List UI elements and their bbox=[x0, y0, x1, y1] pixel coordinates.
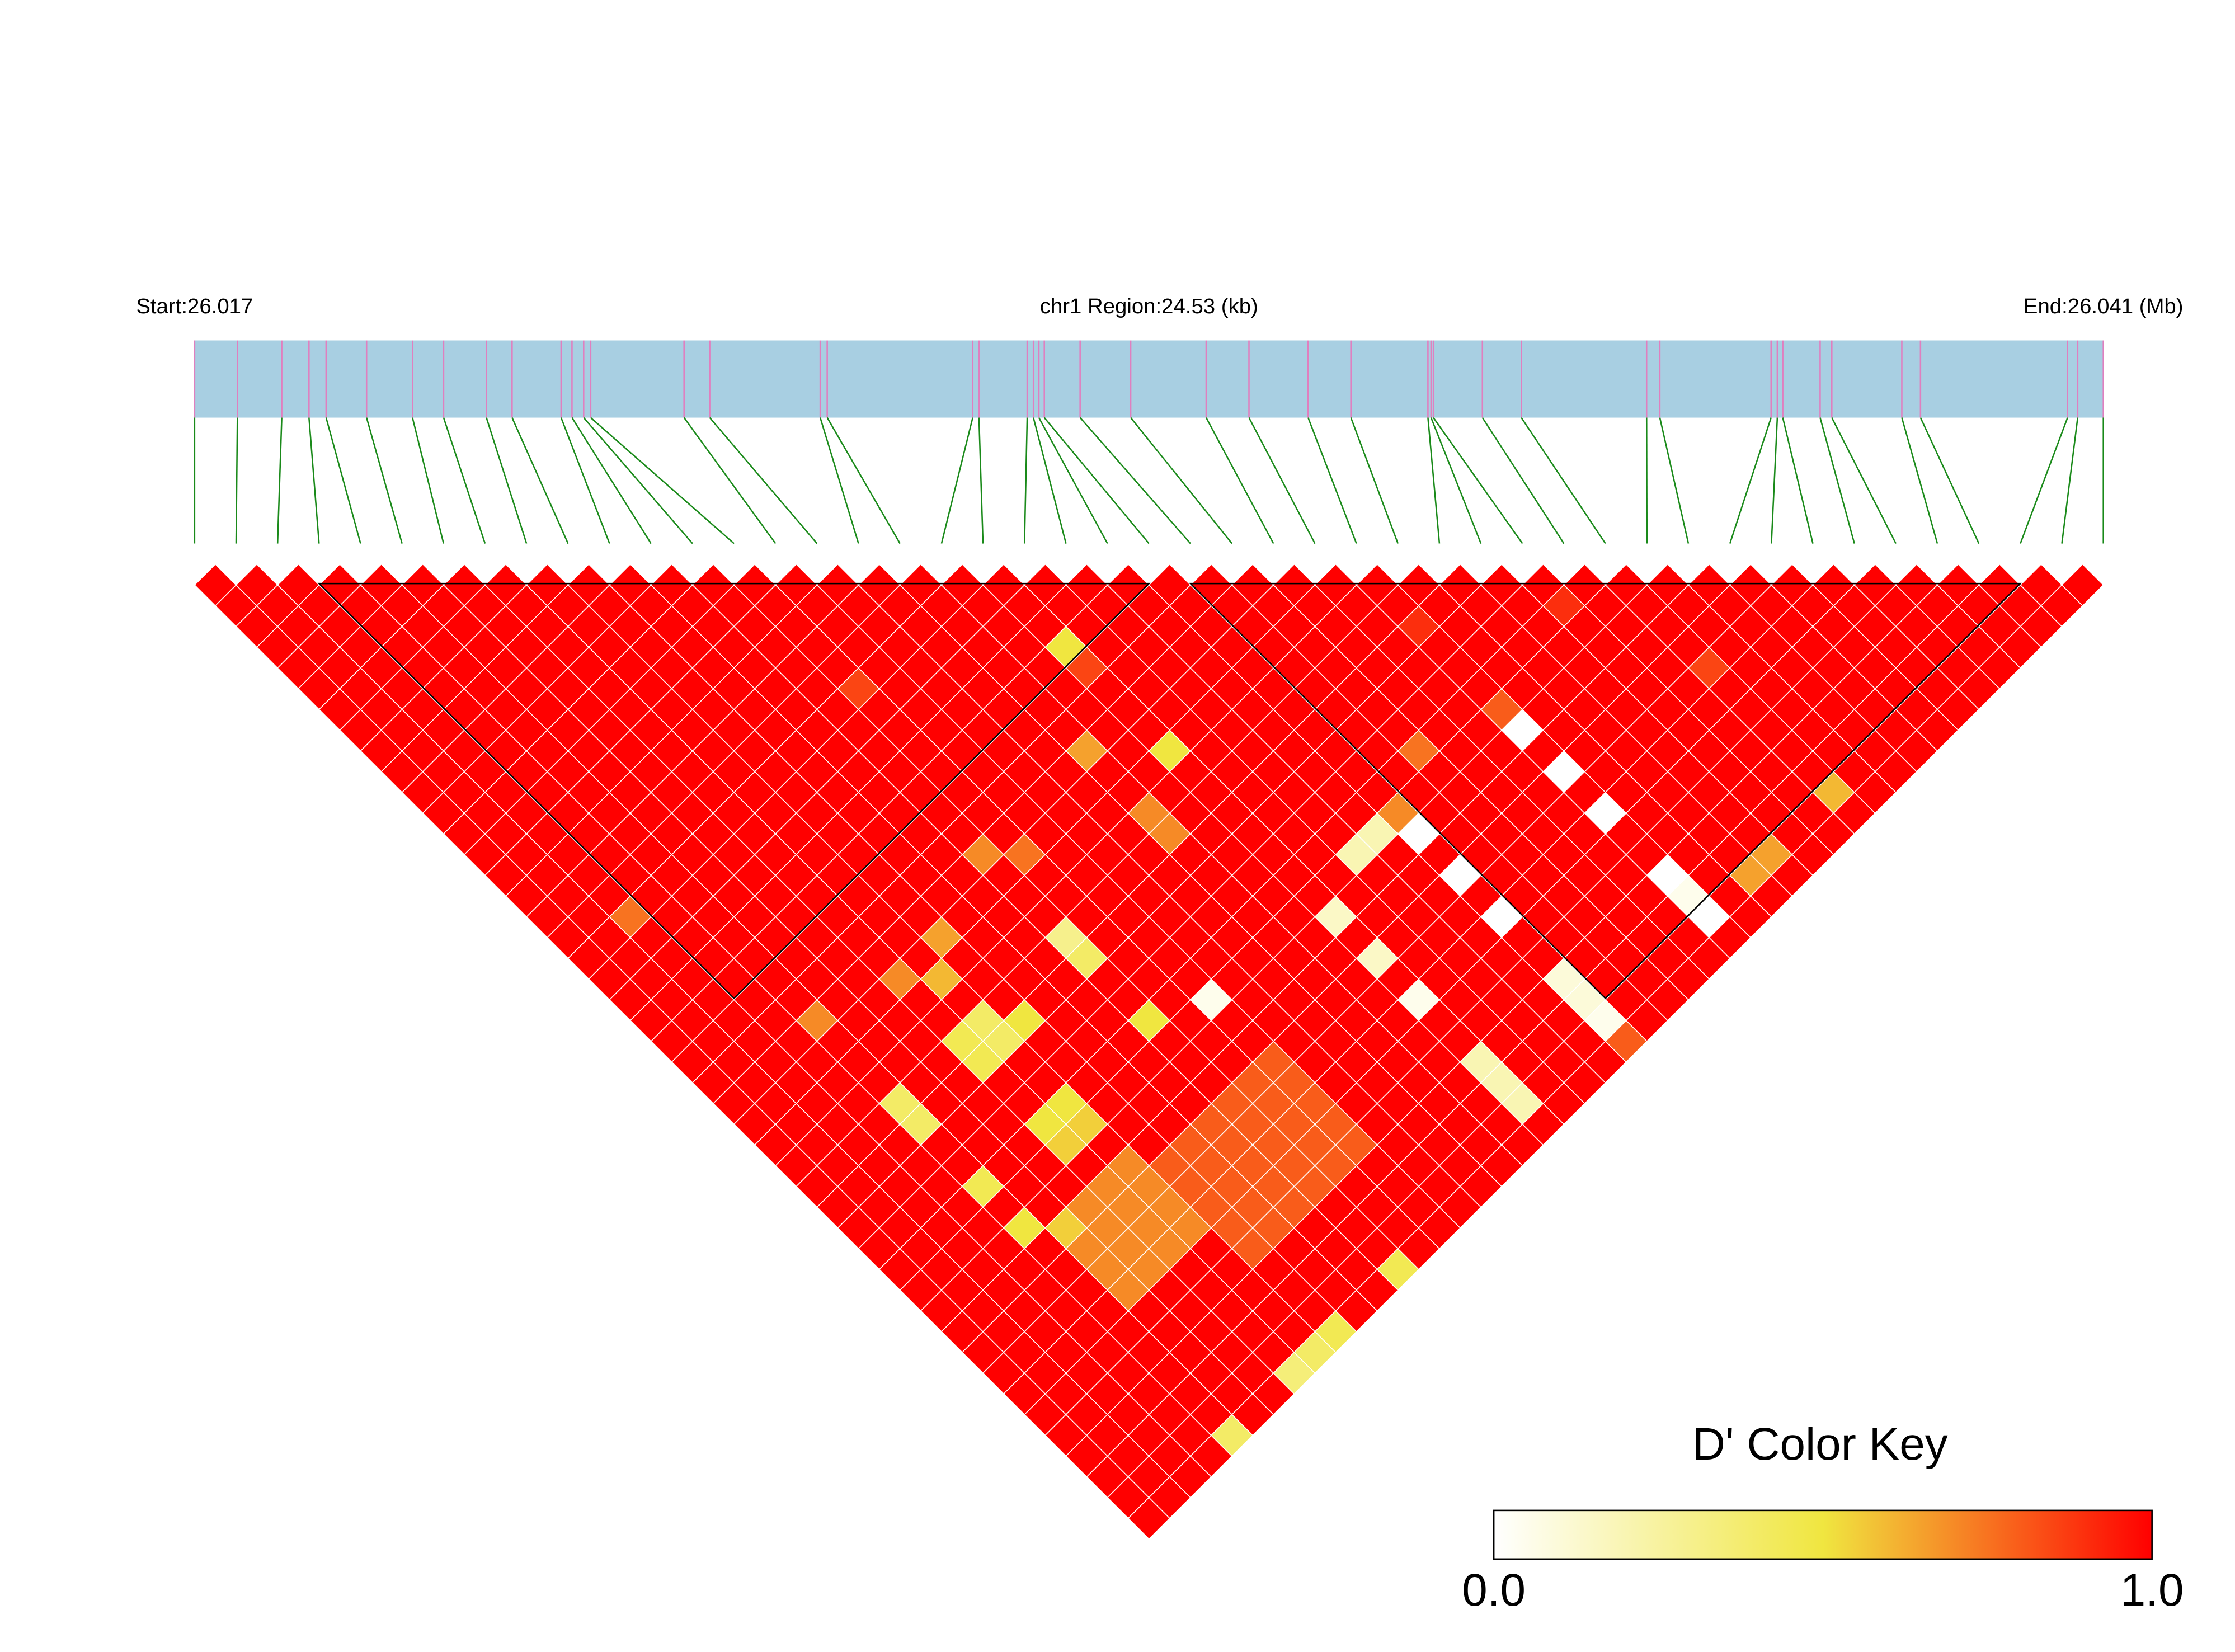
snp-connector bbox=[1659, 417, 1690, 544]
snp-connector bbox=[1130, 417, 1233, 544]
snp-connector bbox=[2061, 417, 2079, 544]
snp-connector bbox=[1350, 417, 1399, 544]
ld-cell bbox=[2061, 563, 2104, 606]
snp-connector bbox=[571, 417, 652, 544]
ld-block bbox=[317, 582, 1151, 1000]
snp-connector bbox=[325, 417, 361, 544]
snp-connector bbox=[1901, 417, 1938, 544]
snp-connector bbox=[709, 417, 818, 544]
snp-connector bbox=[1782, 417, 1814, 544]
snp-connector bbox=[1819, 417, 1855, 544]
position-bar bbox=[194, 340, 2104, 418]
key-tick-label: 1.0 bbox=[2120, 1565, 2184, 1616]
snp-connector bbox=[1729, 417, 1772, 544]
snp-connector bbox=[511, 417, 569, 544]
snp-connector bbox=[1831, 417, 1897, 544]
snp-connector bbox=[1645, 417, 1648, 544]
snp-connector bbox=[365, 417, 403, 544]
snp-connector bbox=[308, 417, 320, 544]
snp-connector bbox=[819, 417, 859, 544]
end-label: End:26.041 (Mb) bbox=[2024, 294, 2184, 318]
snp-connector bbox=[235, 417, 238, 544]
snp-connector bbox=[583, 417, 693, 544]
key-tick-label: 0.0 bbox=[1462, 1565, 1526, 1616]
snp-connector bbox=[1433, 417, 1523, 544]
snp-connector bbox=[1205, 417, 1274, 544]
snp-connector bbox=[683, 417, 777, 544]
snp-connector bbox=[1248, 417, 1316, 544]
snp-connector bbox=[1043, 417, 1150, 544]
snp-connector bbox=[1521, 417, 1606, 544]
snp-connector bbox=[412, 417, 445, 544]
snp-connector bbox=[560, 417, 610, 544]
region-label: chr1 Region:24.53 (kb) bbox=[1040, 294, 1258, 318]
snp-connector bbox=[1771, 417, 1778, 544]
snp-connector bbox=[590, 417, 735, 544]
snp-connector bbox=[978, 417, 984, 544]
start-label: Start:26.017 bbox=[136, 294, 253, 318]
snp-connector bbox=[1919, 417, 1980, 544]
snp-connector bbox=[1427, 417, 1441, 544]
snp-connector bbox=[1032, 417, 1067, 544]
snp-connector bbox=[1038, 417, 1108, 544]
ld-block bbox=[1188, 582, 2022, 1000]
snp-connector bbox=[1430, 417, 1482, 544]
color-key-title: D' Color Key bbox=[1692, 1419, 1948, 1470]
snp-connector bbox=[940, 417, 973, 544]
color-key bbox=[1493, 1509, 2153, 1560]
snp-connector bbox=[443, 417, 486, 544]
snp-connector bbox=[1481, 417, 1565, 544]
snp-connector bbox=[486, 417, 528, 544]
snp-connector bbox=[1023, 417, 1028, 544]
snp-connector bbox=[826, 417, 901, 544]
snp-connector bbox=[1307, 417, 1357, 544]
snp-connector bbox=[276, 417, 283, 544]
snp-connector bbox=[1079, 417, 1191, 544]
snp-connector bbox=[2020, 417, 2068, 544]
